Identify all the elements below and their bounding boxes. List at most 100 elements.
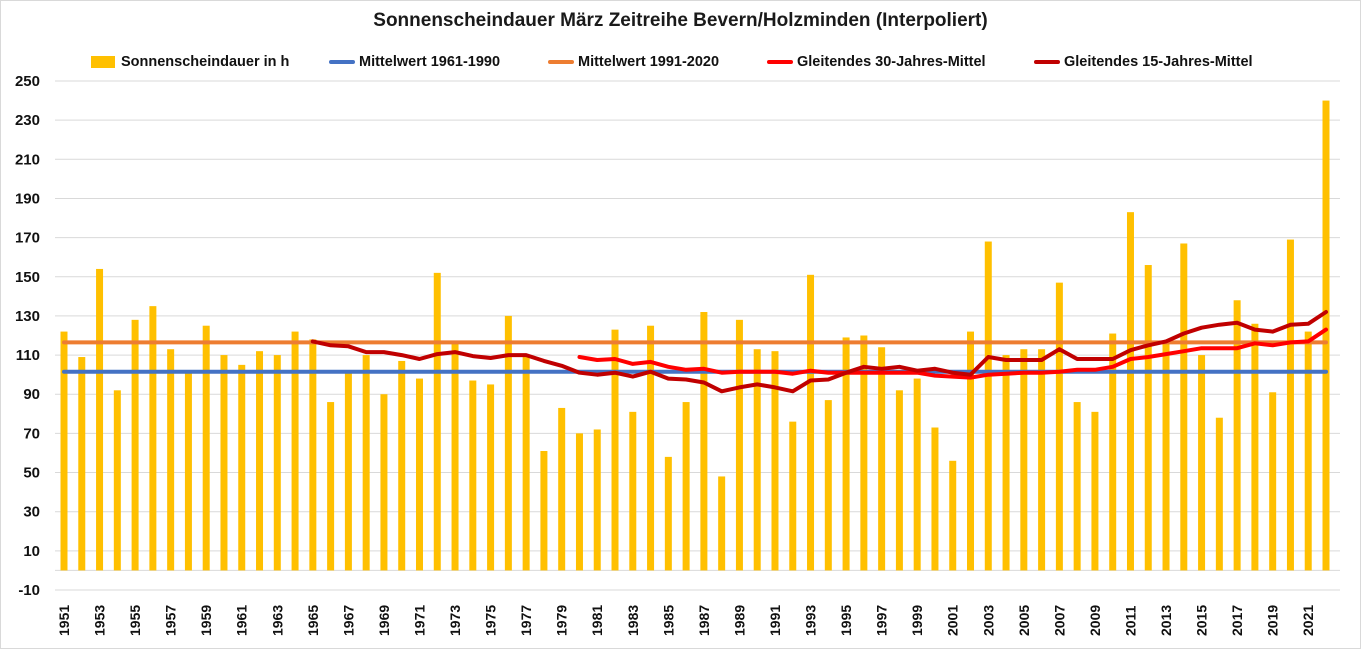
y-tick-label: 10 (23, 543, 40, 560)
bar (1162, 341, 1170, 571)
bar (202, 325, 210, 571)
bar (753, 349, 761, 571)
y-tick-label: 170 (15, 230, 40, 247)
bar (1269, 392, 1277, 571)
bar (1020, 349, 1028, 571)
bar (878, 347, 886, 571)
x-tick-label: 1997 (874, 605, 890, 636)
bar (167, 349, 175, 571)
bar (1180, 243, 1188, 571)
legend-label: Sonnenscheindauer in h (121, 54, 290, 70)
bar (1198, 355, 1206, 571)
bar (949, 460, 957, 571)
bar (1215, 417, 1223, 571)
bar (433, 272, 441, 571)
bar (327, 402, 335, 571)
y-tick-label: 150 (15, 269, 40, 286)
x-tick-label: 1995 (838, 605, 854, 636)
x-tick-label: 1957 (163, 605, 179, 636)
bar (1144, 265, 1152, 571)
y-tick-label: 30 (23, 504, 40, 521)
bar (60, 331, 68, 571)
y-tick-label: 110 (16, 347, 40, 364)
x-tick-label: 1961 (234, 605, 250, 636)
bar (415, 378, 423, 571)
bar (931, 427, 939, 571)
bar (344, 372, 352, 571)
bar (682, 402, 690, 571)
line-15yr-moving-mean (310, 310, 1328, 394)
bar (451, 343, 459, 571)
bar (718, 476, 726, 571)
x-tick-label: 1999 (909, 605, 925, 636)
bar (220, 355, 228, 571)
legend-label: Mittelwert 1991-2020 (578, 54, 720, 70)
bar (238, 364, 246, 571)
x-tick-label: 1979 (554, 605, 570, 636)
bar (1109, 333, 1117, 571)
x-tick-label: 2017 (1229, 605, 1245, 636)
x-tick-label: 1959 (198, 605, 214, 636)
x-tick-label: 2015 (1194, 605, 1210, 636)
x-tick-label: 1977 (518, 605, 534, 636)
legend-item-mean-1961-1990: Mittelwert 1961-1990 (329, 54, 500, 70)
x-tick-label: 2011 (1122, 605, 1138, 636)
x-tick-label: 1963 (269, 605, 285, 636)
y-tick-label: 190 (15, 190, 40, 207)
bar (1091, 411, 1099, 571)
legend-swatch-line (329, 60, 355, 64)
bar (1251, 323, 1259, 571)
bar (113, 390, 121, 571)
x-tick-label: 1965 (305, 605, 321, 636)
legend-swatch-bar (91, 56, 115, 68)
bar (771, 351, 779, 571)
bar (1233, 300, 1241, 571)
y-tick-label: 70 (23, 425, 40, 442)
bar (593, 429, 601, 571)
bar (362, 355, 370, 571)
bar (984, 241, 992, 571)
x-tick-label: 1953 (92, 605, 108, 636)
bar (78, 357, 86, 571)
bar (647, 325, 655, 571)
x-tick-label: 1987 (696, 605, 712, 636)
bar (487, 384, 495, 571)
bar (522, 357, 530, 571)
x-tick-label: 1951 (56, 605, 72, 636)
bar (184, 372, 192, 571)
x-tick-label: 1955 (127, 605, 143, 636)
x-tick-label: 2003 (980, 605, 996, 636)
legend-swatch-line (548, 60, 574, 64)
chart-title: Sonnenscheindauer März Zeitreihe Bevern/… (373, 10, 988, 31)
x-tick-label: 1981 (589, 605, 605, 636)
y-tick-label: 130 (15, 308, 40, 325)
legend: Sonnenscheindauer in h Mittelwert 1961-1… (0, 54, 1361, 74)
legend-swatch-line (767, 60, 793, 64)
bar (807, 274, 815, 571)
y-tick-label: -10 (18, 582, 40, 599)
bar (824, 400, 832, 571)
legend-label: Gleitendes 15-Jahres-Mittel (1064, 54, 1253, 70)
x-tick-label: 1971 (411, 605, 427, 636)
legend-item-sunshine: Sonnenscheindauer in h (91, 54, 289, 70)
bar (1073, 402, 1081, 571)
x-tick-label: 2001 (945, 605, 961, 636)
y-tick-label: 230 (15, 112, 40, 129)
x-tick-label: 2009 (1087, 605, 1103, 636)
bar (291, 331, 299, 571)
x-tick-label: 1967 (340, 605, 356, 636)
bar (860, 335, 868, 571)
legend-item-mean-1991-2020: Mittelwert 1991-2020 (548, 54, 719, 70)
bar (789, 421, 797, 571)
bar (629, 411, 637, 571)
bar (1002, 355, 1010, 571)
x-tick-label: 1969 (376, 605, 392, 636)
bar (1038, 349, 1046, 571)
legend-label: Gleitendes 30-Jahres-Mittel (797, 54, 986, 70)
bar (380, 394, 388, 571)
legend-label: Mittelwert 1961-1990 (359, 54, 501, 70)
x-tick-label: 1983 (625, 605, 641, 636)
bar (273, 355, 281, 571)
x-tick-label: 1989 (731, 605, 747, 636)
bar (540, 451, 548, 571)
